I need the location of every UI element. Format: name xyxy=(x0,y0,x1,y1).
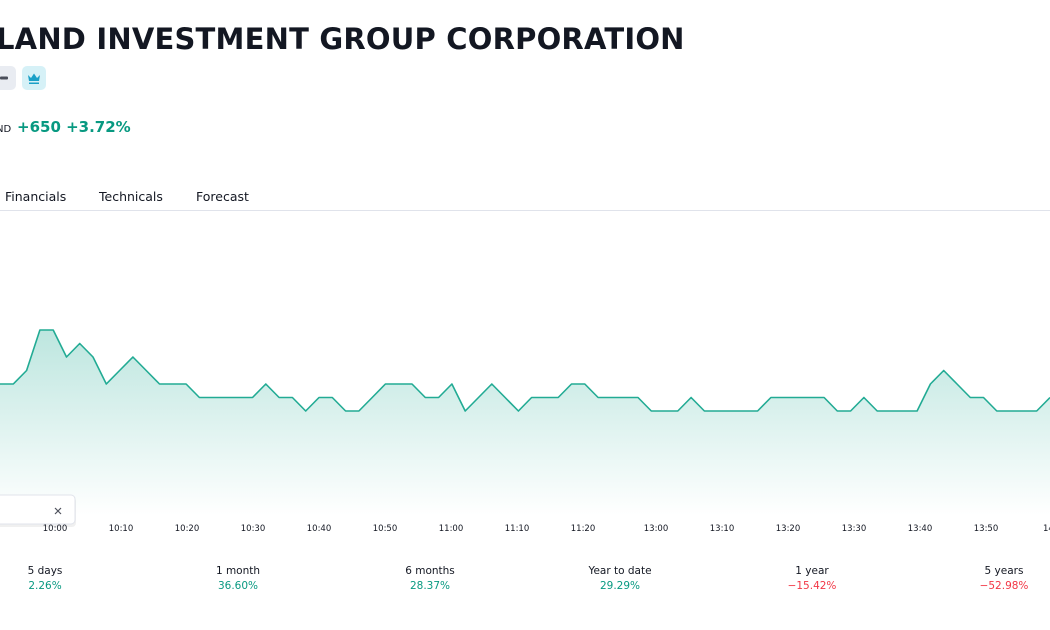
period-change: −52.98% xyxy=(979,580,1029,592)
badge-icon xyxy=(0,76,8,80)
x-tick-label: 11:20 xyxy=(571,524,596,534)
performance-item[interactable]: 6 months 28.37% xyxy=(370,565,490,592)
tab[interactable]: Financials xyxy=(5,189,67,204)
crown-icon xyxy=(28,73,40,84)
period-change: 29.29% xyxy=(599,580,641,592)
x-tick-label: 10:40 xyxy=(307,524,332,534)
currency: ND xyxy=(0,124,12,135)
period-change: 28.37% xyxy=(409,580,451,592)
company-title: LAND INVESTMENT GROUP CORPORATION xyxy=(0,22,685,56)
period-change: 2.26% xyxy=(28,580,62,592)
performance-item[interactable]: Year to date 29.29% xyxy=(560,565,680,592)
x-tick-label: 11:00 xyxy=(439,524,464,534)
period-change: −15.42% xyxy=(787,580,837,592)
x-tick-label: 13:30 xyxy=(842,524,867,534)
legend-popup xyxy=(0,494,76,527)
period-label: 6 months xyxy=(405,565,455,577)
close-icon[interactable] xyxy=(54,507,62,515)
x-tick-label: 10:00 xyxy=(43,524,68,534)
x-tick-label: 11:10 xyxy=(505,524,530,534)
period-label: Year to date xyxy=(588,565,652,577)
x-tick-label: 13:00 xyxy=(644,524,669,534)
period-change: 36.60% xyxy=(217,580,259,592)
performance-item[interactable]: 1 year −15.42% xyxy=(752,565,872,592)
x-tick-label: 13:20 xyxy=(776,524,801,534)
x-tick-label: 14 xyxy=(1043,524,1050,534)
x-tick-label: 10:50 xyxy=(373,524,398,534)
x-tick-label: 10:30 xyxy=(241,524,266,534)
price-change: +650 +3.72% xyxy=(17,118,131,136)
x-tick-label: 13:40 xyxy=(908,524,933,534)
badges xyxy=(0,66,46,90)
period-label: 1 year xyxy=(795,565,829,577)
x-tick-label: 10:10 xyxy=(109,524,134,534)
x-tick-label: 13:50 xyxy=(974,524,999,534)
performance-item[interactable]: 5 years −52.98% xyxy=(944,565,1050,592)
period-label: 5 years xyxy=(984,565,1024,577)
popup-box xyxy=(0,494,76,525)
performance-item[interactable]: 5 days 2.26% xyxy=(0,565,105,592)
area-fill xyxy=(0,330,1050,515)
x-tick-label: 13:10 xyxy=(710,524,735,534)
tab[interactable]: Technicals xyxy=(99,189,163,204)
divider xyxy=(0,210,1050,211)
period-label: 5 days xyxy=(27,565,63,577)
tab[interactable]: Forecast xyxy=(196,189,249,204)
performance-item[interactable]: 1 month 36.60% xyxy=(178,565,298,592)
price-line xyxy=(0,329,1050,412)
period-label: 1 month xyxy=(215,565,261,577)
x-tick-label: 10:20 xyxy=(175,524,200,534)
